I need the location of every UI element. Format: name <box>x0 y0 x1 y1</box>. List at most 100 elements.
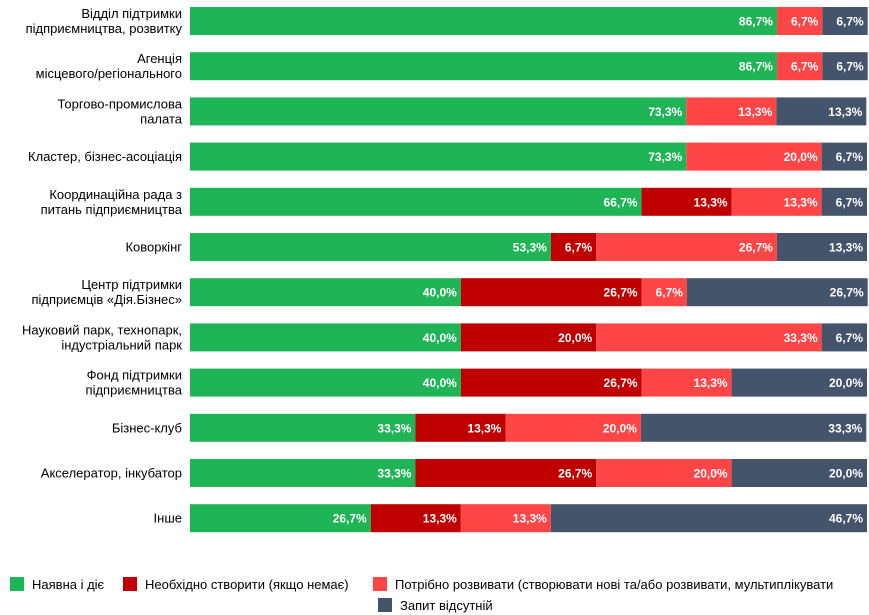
bar-segment <box>731 459 867 487</box>
bar-segment <box>596 323 822 352</box>
data-label: 20,0% <box>829 467 863 481</box>
category-label: Фонд підтримки <box>87 368 182 383</box>
data-label: 6,7% <box>836 15 864 29</box>
category-label: Акселератор, інкубатор <box>41 466 182 481</box>
bar-segment <box>821 142 867 171</box>
bar-segment <box>460 323 597 352</box>
data-label: 86,7% <box>739 60 773 74</box>
category-label: Центр підтримки <box>81 277 182 292</box>
data-label: 13,3% <box>467 421 501 435</box>
data-label: 40,0% <box>423 286 457 300</box>
data-label: 13,3% <box>784 195 818 209</box>
bar-segment <box>460 278 642 307</box>
data-label: 33,3% <box>377 467 411 481</box>
data-label: 66,7% <box>604 195 638 209</box>
bar-segment <box>641 187 732 216</box>
data-label: 20,0% <box>784 150 818 164</box>
category-label: Інше <box>154 511 182 526</box>
data-label: 20,0% <box>603 421 637 435</box>
data-label: 20,0% <box>694 467 728 481</box>
category-label: Науковий парк, технопарк, <box>22 322 182 337</box>
bar-segment <box>822 7 868 35</box>
bar-segment <box>190 323 461 352</box>
legend-swatch <box>378 598 392 612</box>
legend-label: Запит відсутній <box>400 598 493 613</box>
bar-segment <box>640 413 867 442</box>
bar-segment <box>822 52 868 81</box>
bar-segment <box>686 142 822 171</box>
data-label: 6,7% <box>836 60 864 74</box>
data-label: 33,3% <box>828 421 862 435</box>
data-label: 33,3% <box>784 331 818 345</box>
data-label: 13,3% <box>694 376 728 390</box>
bar-segment <box>731 368 867 397</box>
legend-label: Потрібно розвивати (створювати нові та/а… <box>395 577 833 592</box>
data-label: 73,3% <box>648 105 682 119</box>
category-label: індустріальний парк <box>61 337 182 352</box>
bar-segment <box>821 187 867 216</box>
data-label: 26,7% <box>739 241 773 255</box>
legend-label: Необхідно створити (якщо немає) <box>145 577 349 592</box>
data-label: 13,3% <box>829 241 863 255</box>
bar-segment <box>190 413 416 442</box>
legend-swatch <box>373 577 387 591</box>
category-label: підприємництва, розвитку <box>26 21 183 36</box>
bar-segment <box>596 233 777 261</box>
bar-segment <box>641 278 687 307</box>
category-label: палата <box>140 111 183 126</box>
legend-swatch <box>123 577 137 591</box>
bar-segment <box>776 233 867 261</box>
legend-label: Наявна і діє <box>32 577 105 592</box>
category-label: Агенція <box>137 51 182 66</box>
data-label: 6,7% <box>836 195 864 209</box>
bar-segment <box>686 278 868 307</box>
category-label: Торгово-промислова <box>57 96 182 111</box>
bars-group: 86,7% 6,7% 6,7% 86,7% 6,7% 6,7% 73,3% 13,3% 13,3… <box>190 7 868 533</box>
data-label: 20,0% <box>829 376 863 390</box>
bar-segment <box>190 187 642 216</box>
data-label: 40,0% <box>423 331 457 345</box>
category-label: підприємництва <box>86 383 183 398</box>
data-label: 13,3% <box>423 512 457 526</box>
data-label: 6,7% <box>791 60 819 74</box>
bar-segment <box>641 368 732 397</box>
bar-segment <box>415 413 506 442</box>
data-label: 6,7% <box>836 331 864 345</box>
category-label: Відділ підтримки <box>81 6 182 21</box>
data-label: 73,3% <box>648 150 682 164</box>
bar-segment <box>596 459 732 487</box>
category-label: підприємців «Дія.Бізнес» <box>31 292 182 307</box>
category-label: Кластер, бізнес-асоціація <box>28 149 182 164</box>
data-label: 26,7% <box>830 286 864 300</box>
data-label: 26,7% <box>558 467 592 481</box>
bar-segment <box>190 368 461 397</box>
bar-segment <box>550 504 867 533</box>
bar-segment <box>776 97 867 126</box>
category-label: Координаційна рада з <box>49 187 182 202</box>
bar-segment <box>370 504 461 533</box>
bar-segment <box>190 97 687 126</box>
data-label: 6,7% <box>565 241 593 255</box>
category-label: Коворкінг <box>125 240 182 255</box>
bar-segment <box>460 368 642 397</box>
data-label: 26,7% <box>333 512 367 526</box>
data-label: 53,3% <box>513 241 547 255</box>
data-label: 6,7% <box>656 286 684 300</box>
bar-segment <box>821 323 867 352</box>
bar-segment <box>190 233 551 261</box>
bar-segment <box>776 52 823 81</box>
bar-segment <box>460 504 551 533</box>
bar-segment <box>731 187 822 216</box>
data-label: 13,3% <box>738 105 772 119</box>
bar-segment <box>190 52 777 81</box>
data-label: 46,7% <box>829 512 863 526</box>
bar-segment <box>550 233 597 261</box>
data-label: 40,0% <box>423 376 457 390</box>
bar-segment <box>190 278 461 307</box>
legend-swatch <box>10 577 24 591</box>
bar-segment <box>190 504 371 533</box>
data-label: 6,7% <box>836 150 864 164</box>
data-label: 13,3% <box>828 105 862 119</box>
bar-segment <box>415 459 597 487</box>
